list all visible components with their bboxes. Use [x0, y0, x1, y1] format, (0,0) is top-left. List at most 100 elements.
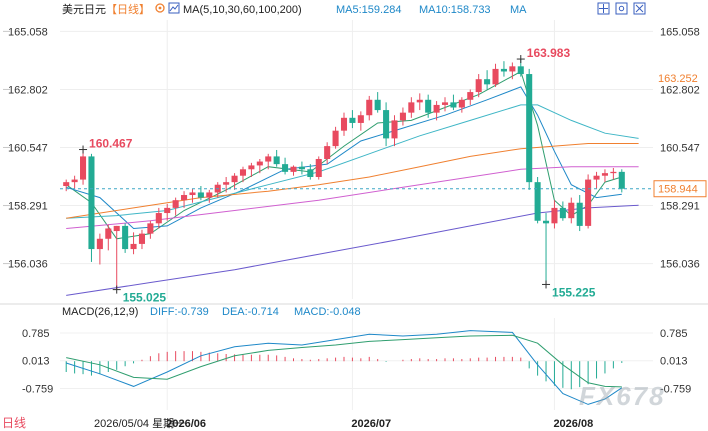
y-tick-label-right: 162.802 [660, 84, 700, 96]
candle-body[interactable] [223, 182, 230, 185]
candle-body[interactable] [298, 166, 305, 170]
candle-body[interactable] [147, 223, 154, 234]
period-label[interactable]: 【日线】 [106, 2, 150, 16]
candle-body[interactable] [80, 156, 87, 180]
expand-icon[interactable] [597, 2, 610, 15]
candle-body[interactable] [164, 207, 171, 214]
macd-tick-label-right: 0.785 [660, 328, 688, 340]
candle-body[interactable] [206, 192, 213, 198]
candle-body[interactable] [349, 117, 356, 123]
candle-body[interactable] [500, 68, 507, 72]
candle-body[interactable] [610, 171, 617, 174]
ma-chart-icon[interactable] [168, 2, 180, 14]
candle-body[interactable] [383, 110, 390, 139]
watermark: FX678 [579, 381, 666, 411]
candle-body[interactable] [416, 99, 423, 103]
symbol-label: 美元日元 [62, 3, 106, 16]
macd-y-axis: 0.785 0.785 0.013 0.013 -0.759 -0.759 [22, 328, 691, 396]
candle-body[interactable] [138, 233, 146, 244]
candle-body[interactable] [71, 179, 78, 183]
candle-body[interactable] [450, 102, 457, 108]
candle-body[interactable] [105, 228, 112, 239]
price-annotations: 160.467 155.025 163.983 155.225 [79, 46, 596, 305]
annotation-label: 155.225 [552, 285, 596, 299]
candle-body[interactable] [408, 102, 415, 113]
candle-body[interactable] [618, 171, 625, 189]
candle-body[interactable] [484, 79, 491, 85]
candle-body[interactable] [542, 220, 550, 224]
candle-body[interactable] [130, 243, 137, 250]
ma10-label: MA10:158.733 [419, 4, 491, 16]
x-tick-label: 2026/07 [351, 418, 391, 430]
candle-body[interactable] [290, 166, 297, 172]
candle-body[interactable] [155, 213, 162, 224]
candle-body[interactable] [357, 115, 364, 123]
close-icon[interactable] [633, 2, 646, 15]
candle-body[interactable] [307, 169, 314, 178]
candle-body[interactable] [492, 68, 499, 85]
day-label-box[interactable] [0, 413, 44, 431]
annotation-label: 160.467 [89, 137, 133, 151]
candle-body[interactable] [526, 74, 533, 183]
day-label[interactable]: 日线 [2, 416, 26, 430]
y-tick-label-left: 162.802 [8, 84, 48, 96]
y-tick-label-right: 158.291 [660, 201, 700, 213]
candle-body[interactable] [239, 169, 247, 176]
candle-body[interactable] [534, 182, 541, 221]
candle-body[interactable] [96, 238, 103, 250]
candle-body[interactable] [585, 179, 592, 226]
candle-body[interactable] [248, 165, 255, 170]
candle-body[interactable] [366, 99, 373, 116]
candle-body[interactable] [568, 202, 575, 219]
macd-histogram [65, 351, 623, 390]
candle-body[interactable] [593, 175, 600, 180]
candle-body[interactable] [425, 99, 432, 113]
candle-body[interactable] [441, 102, 449, 105]
gear-icon[interactable] [155, 3, 165, 13]
candle-body[interactable] [315, 158, 322, 178]
candle-body[interactable] [197, 192, 204, 198]
candle-body[interactable] [475, 79, 482, 93]
y-tick-label-right: 165.058 [660, 26, 700, 38]
candle-body[interactable] [189, 192, 196, 196]
macd-tick-label-left: -0.759 [22, 384, 53, 396]
settings-icon[interactable] [615, 2, 628, 15]
candle-body[interactable] [324, 146, 331, 159]
candle-body[interactable] [181, 195, 188, 201]
ma5-label: MA5:159.284 [336, 4, 401, 16]
candle-body[interactable] [332, 130, 339, 147]
candle-body[interactable] [63, 182, 70, 187]
right-price-label: 158.944 [658, 184, 698, 196]
candle-body[interactable] [559, 207, 566, 219]
candle-body[interactable] [467, 92, 474, 100]
candle-body[interactable] [458, 99, 465, 108]
macd-tick-label-right: -0.759 [660, 384, 691, 396]
candle-body[interactable] [551, 207, 558, 224]
ma100-line [66, 166, 639, 229]
candle-body[interactable] [122, 225, 129, 250]
candle-body[interactable] [256, 161, 263, 166]
candle-body[interactable] [374, 99, 381, 111]
candle-body[interactable] [391, 120, 398, 139]
macd-tick-label-left: 0.013 [22, 356, 50, 368]
candle-body[interactable] [509, 66, 516, 72]
candle-body[interactable] [576, 202, 583, 226]
candle-body[interactable] [172, 200, 179, 208]
candle-body[interactable] [433, 104, 440, 113]
candle-body[interactable] [399, 112, 406, 121]
candle-body[interactable] [517, 66, 524, 75]
candle-body[interactable] [601, 173, 608, 176]
main-plot-area [60, 20, 653, 299]
macd-diff-label: DIFF:-0.739 [150, 306, 209, 318]
candle-body[interactable] [88, 156, 95, 250]
ma-params-label[interactable]: MA(5,10,30,60,100,200) [183, 4, 302, 16]
candle-body[interactable] [113, 225, 120, 232]
candle-body[interactable] [231, 175, 238, 183]
candle-body[interactable] [265, 156, 272, 162]
candle-body[interactable] [340, 117, 348, 131]
macd-tick-label-right: 0.013 [660, 356, 688, 368]
candle-body[interactable] [282, 164, 289, 172]
candle-body[interactable] [273, 156, 280, 165]
ma10-line [66, 86, 622, 230]
macd-grid [60, 318, 653, 410]
